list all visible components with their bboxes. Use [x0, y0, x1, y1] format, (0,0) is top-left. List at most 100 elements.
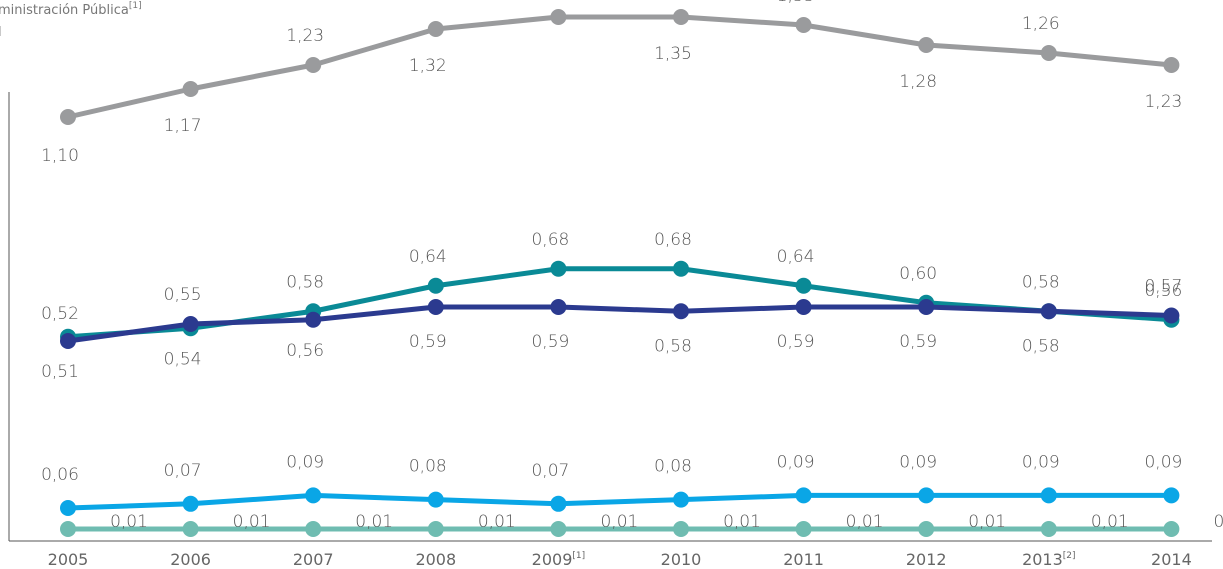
series-4-point-1	[182, 521, 199, 537]
series-2-label-4: 0,59	[531, 332, 569, 352]
series-0-point-6	[795, 17, 812, 33]
series-4-label-5: 0,01	[723, 512, 761, 532]
series-2-label-5: 0,58	[654, 336, 692, 356]
series-1-label-4: 0,68	[531, 230, 569, 250]
series-3-point-0	[60, 500, 76, 516]
series-1-line	[67, 266, 1172, 340]
series-3-point-5	[673, 491, 689, 508]
series-3-label-9: 0,09	[1144, 452, 1182, 472]
series-2-point-6	[795, 299, 812, 315]
series-0-point-1	[182, 81, 199, 97]
chart-header-line1-sup: [1]	[129, 1, 142, 11]
x-tick-layer: 2005 2006 2007 2008 2009[1] 2010 2011 2012 2013[…	[48, 550, 1192, 569]
series-4-label-7: 0,01	[968, 512, 1006, 532]
series-2-point-7	[918, 299, 935, 315]
series-4-label-9: 0,01	[1213, 512, 1223, 532]
series-4-point-2	[305, 521, 322, 537]
series-3-point-7	[918, 487, 935, 504]
series-4-label-8: 0,01	[1091, 512, 1129, 532]
series-2-label-8: 0,58	[1022, 336, 1060, 356]
series-3-label-5: 0,08	[654, 457, 692, 477]
series-1-label-2: 0,58	[286, 272, 324, 292]
x-tick-2009: 2009[1]	[532, 550, 585, 569]
series-4-point-9	[1163, 521, 1180, 537]
series-1-label-5: 0,68	[654, 230, 692, 250]
series-0-label-3: 1,32	[409, 56, 447, 76]
x-tick-2011: 2011	[783, 550, 824, 569]
series-1-point-3	[427, 277, 444, 294]
series-3-point-1	[182, 495, 199, 512]
data-label-layer: 1,101,171,231,321,351,351,331,281,261,23…	[41, 0, 1223, 532]
series-3-point-8	[1040, 487, 1057, 504]
series-4-point-4	[550, 521, 567, 537]
x-tick-2013: 2013[2]	[1022, 550, 1075, 569]
x-tick-2008: 2008	[415, 550, 456, 569]
series-4-label-1: 0,01	[233, 512, 271, 532]
series-2-line	[67, 304, 1172, 344]
series-3-label-8: 0,09	[1022, 452, 1060, 472]
series-0-point-4	[550, 9, 567, 25]
series-3-point-9	[1163, 487, 1180, 504]
series-4-point-5	[673, 521, 689, 537]
series-0-label-9: 1,23	[1144, 92, 1182, 112]
series-1-point-6	[795, 277, 812, 294]
series-4-label-3: 0,01	[478, 512, 516, 532]
series-0-point-0	[60, 109, 76, 125]
chart-header-line1: ministración Pública[1]	[0, 1, 142, 18]
series-3-label-0: 0,06	[41, 465, 79, 485]
series-0-label-5: 1,35	[654, 44, 692, 64]
series-0-point-7	[918, 37, 935, 53]
series-1-point-5	[673, 260, 689, 277]
series-2-point-9	[1163, 307, 1180, 324]
series-0-label-2: 1,23	[286, 26, 324, 46]
series-4-label-0: 0,01	[110, 512, 148, 532]
series-0-point-2	[305, 57, 322, 73]
series-1-label-3: 0,64	[409, 247, 447, 267]
series-3-point-4	[550, 495, 567, 512]
series-0-label-0: 1,10	[41, 146, 79, 166]
series-2-label-2: 0,56	[286, 341, 324, 361]
series-4-label-4: 0,01	[600, 512, 638, 532]
series-4-point-7	[918, 521, 935, 537]
x-tick-2005: 2005	[48, 550, 89, 569]
x-tick-2006: 2006	[170, 550, 211, 569]
series-0-point-9	[1163, 57, 1180, 73]
series-2-label-0: 0,51	[41, 362, 79, 382]
series-4-point-3	[427, 521, 444, 537]
x-tick-2014: 2014	[1151, 550, 1192, 569]
series-3-label-3: 0,08	[409, 457, 447, 477]
series-4-label-6: 0,01	[846, 512, 884, 532]
series-1-label-8: 0,58	[1022, 272, 1060, 292]
series-1-point-4	[550, 260, 567, 277]
series-1-label-7: 0,60	[899, 264, 937, 284]
series-2-label-7: 0,59	[899, 332, 937, 352]
series-1-label-9: 0,56	[1144, 281, 1182, 301]
series-0-label-6: 1,33	[777, 0, 815, 6]
series-2-label-9: 0,57	[1144, 277, 1182, 297]
x-tick-2012: 2012	[906, 550, 947, 569]
series-0-label-1: 1,17	[164, 116, 202, 136]
series-1-label-6: 0,64	[777, 247, 815, 267]
chart-header-line1-text: ministración Pública	[0, 3, 129, 18]
series-2-point-1	[182, 316, 199, 332]
chart-header-line2: l	[0, 25, 2, 40]
x-tick-2010: 2010	[661, 550, 702, 569]
series-2-label-6: 0,59	[777, 332, 815, 352]
series-4-point-6	[795, 521, 812, 537]
series-3-label-1: 0,07	[164, 461, 202, 481]
series-0-point-5	[673, 9, 689, 25]
series-2-point-3	[427, 299, 444, 315]
series-2-point-2	[305, 311, 322, 328]
series-0-line	[67, 14, 1172, 120]
series-3-label-7: 0,09	[899, 452, 937, 472]
series-0-label-7: 1,28	[899, 72, 937, 92]
series-2-label-1: 0,55	[164, 285, 202, 305]
series-1-label-1: 0,54	[164, 349, 202, 369]
series-2-point-8	[1040, 303, 1057, 320]
series-2-label-3: 0,59	[409, 332, 447, 352]
series-3-label-2: 0,09	[286, 452, 324, 472]
series-3-label-6: 0,09	[777, 452, 815, 472]
series-1-label-0: 0,52	[41, 304, 79, 324]
series-2-point-0	[60, 333, 76, 349]
